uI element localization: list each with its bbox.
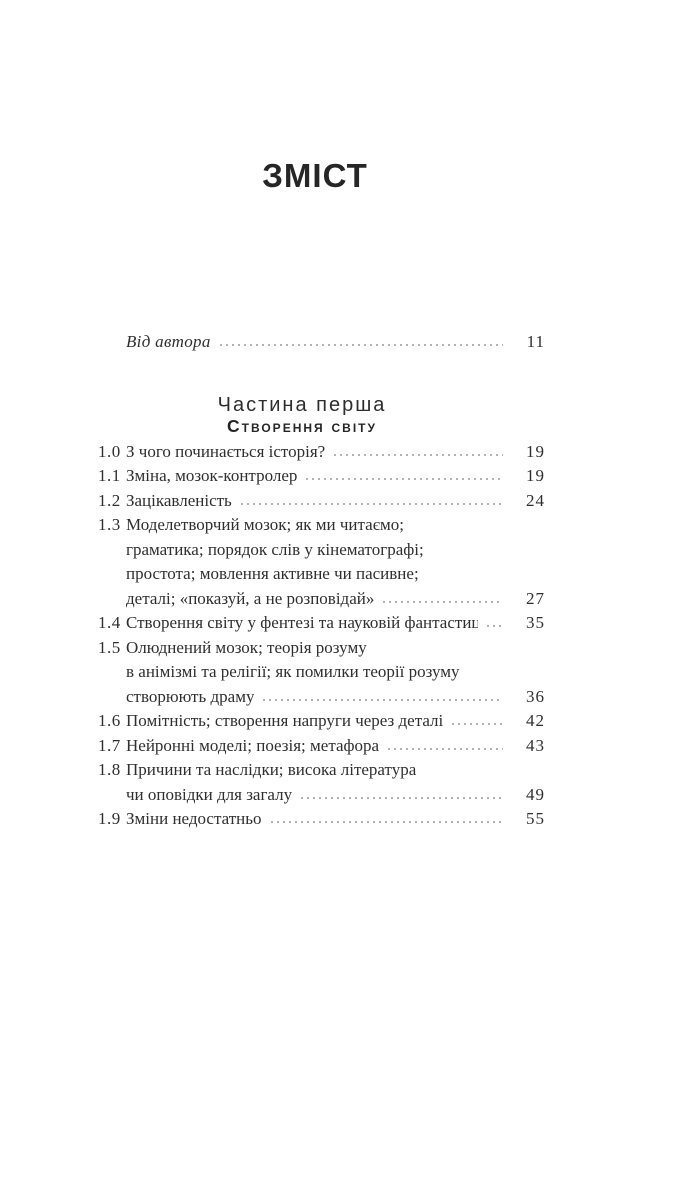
toc-entries: 1.0 З чого починається історія? 19 1.1 Зміна… bbox=[98, 440, 545, 832]
entry-number: 1.5 bbox=[98, 637, 121, 657]
entry-page: 19 bbox=[526, 441, 545, 461]
toc-page: ЗМІСТ Від автора 11 Частина перша Створе… bbox=[0, 159, 675, 1183]
entry-page: 49 bbox=[526, 784, 545, 804]
entry-number: 1.3 bbox=[98, 515, 121, 534]
toc-entry-row: 1.6 Помітність; створення напруги через д… bbox=[98, 709, 545, 734]
preface-label: Від автора bbox=[126, 332, 211, 351]
dotted-leader bbox=[334, 453, 503, 456]
toc-entry-row: в анімізмі та релігії; як помилки теорії… bbox=[98, 660, 545, 685]
entry-text: Олюднений мозок; теорія розуму bbox=[126, 637, 367, 657]
toc-entry-row: створюють драму 36 bbox=[98, 685, 545, 710]
entry-number: 1.4 bbox=[98, 613, 121, 632]
entry-text: Зміни недостатньо bbox=[126, 809, 262, 828]
entry-text: Зацікавленість bbox=[126, 490, 232, 510]
dotted-leader bbox=[270, 821, 503, 824]
dotted-leader bbox=[301, 796, 503, 799]
entry-number: 1.8 bbox=[98, 760, 121, 779]
part-title: Створення світу bbox=[227, 415, 377, 436]
page-title: ЗМІСТ bbox=[262, 157, 368, 194]
dotted-leader bbox=[388, 747, 503, 750]
entry-text: Помітність; створення напруги через дета… bbox=[126, 711, 444, 730]
entry-text: створюють драму bbox=[126, 686, 255, 706]
dotted-leader bbox=[383, 600, 503, 603]
part-kicker: Частина перша bbox=[217, 393, 387, 416]
entry-number: 1.1 bbox=[98, 466, 121, 485]
dotted-leader bbox=[219, 344, 503, 347]
entry-page: 36 bbox=[526, 686, 545, 706]
entry-page: 43 bbox=[526, 735, 545, 755]
toc-entry-row: деталі; «показуй, а не розповідай» 27 bbox=[98, 587, 545, 612]
entry-page: 19 bbox=[526, 466, 545, 485]
entry-number: 1.6 bbox=[98, 711, 121, 730]
entry-number: 1.0 bbox=[98, 441, 121, 461]
toc-entry-row: 1.1 Зміна, мозок-контролер 19 bbox=[98, 464, 545, 489]
entry-text: чи оповідки для загалу bbox=[126, 784, 293, 804]
entry-page: 35 bbox=[526, 613, 545, 632]
toc-entry-row: чи оповідки для загалу 49 bbox=[98, 783, 545, 808]
toc-entry-row: 1.3 Моделетворчий мозок; як ми читаємо; bbox=[98, 513, 545, 538]
entry-text: простота; мовлення активне чи пасивне; bbox=[126, 564, 419, 583]
entry-text: в анімізмі та релігії; як помилки теорії… bbox=[126, 662, 460, 681]
entry-page: 24 bbox=[526, 490, 545, 510]
toc-entry-row: 1.9 Зміни недостатньо 55 bbox=[98, 807, 545, 832]
toc-entry-row: 1.2 Зацікавленість 24 bbox=[98, 489, 545, 514]
dotted-leader bbox=[306, 478, 503, 481]
preface-row: Від автора 11 bbox=[98, 330, 545, 355]
entry-text: Створення світу у фентезі та науковій фа… bbox=[126, 613, 478, 632]
dotted-leader bbox=[263, 698, 503, 701]
entry-text: Зміна, мозок-контролер bbox=[126, 466, 298, 485]
entry-page: 55 bbox=[526, 809, 545, 828]
dotted-leader bbox=[487, 625, 503, 628]
entry-number: 1.9 bbox=[98, 809, 121, 828]
entry-text: Причини та наслідки; висока література bbox=[126, 760, 417, 779]
entry-text: З чого починається історія? bbox=[126, 441, 326, 461]
entry-text: Нейронні моделі; поезія; метафора bbox=[126, 735, 380, 755]
part-heading: Частина перша Створення світу bbox=[98, 394, 545, 436]
dotted-leader bbox=[452, 723, 503, 726]
entry-text: деталі; «показуй, а не розповідай» bbox=[126, 588, 375, 608]
entry-text: граматика; порядок слів у кінематографі; bbox=[126, 539, 424, 559]
entry-number: 1.7 bbox=[98, 735, 121, 755]
toc-entry-row: 1.4 Створення світу у фентезі та науковій… bbox=[98, 611, 545, 636]
dotted-leader bbox=[240, 502, 503, 505]
entry-page: 27 bbox=[526, 588, 545, 608]
toc-entry-row: простота; мовлення активне чи пасивне; bbox=[98, 562, 545, 587]
toc-entry-row: 1.7 Нейронні моделі; поезія; метафора 43 bbox=[98, 734, 545, 759]
preface-page: 11 bbox=[526, 332, 545, 351]
entry-number: 1.2 bbox=[98, 490, 121, 510]
entry-page: 42 bbox=[526, 711, 545, 730]
toc-entry-row: 1.0 З чого починається історія? 19 bbox=[98, 440, 545, 465]
toc-entry-row: 1.5 Олюднений мозок; теорія розуму bbox=[98, 636, 545, 661]
toc-entry-row: 1.8 Причини та наслідки; висока літератур… bbox=[98, 758, 545, 783]
entry-text: Моделетворчий мозок; як ми читаємо; bbox=[126, 515, 404, 534]
toc-entry-row: граматика; порядок слів у кінематографі; bbox=[98, 538, 545, 563]
